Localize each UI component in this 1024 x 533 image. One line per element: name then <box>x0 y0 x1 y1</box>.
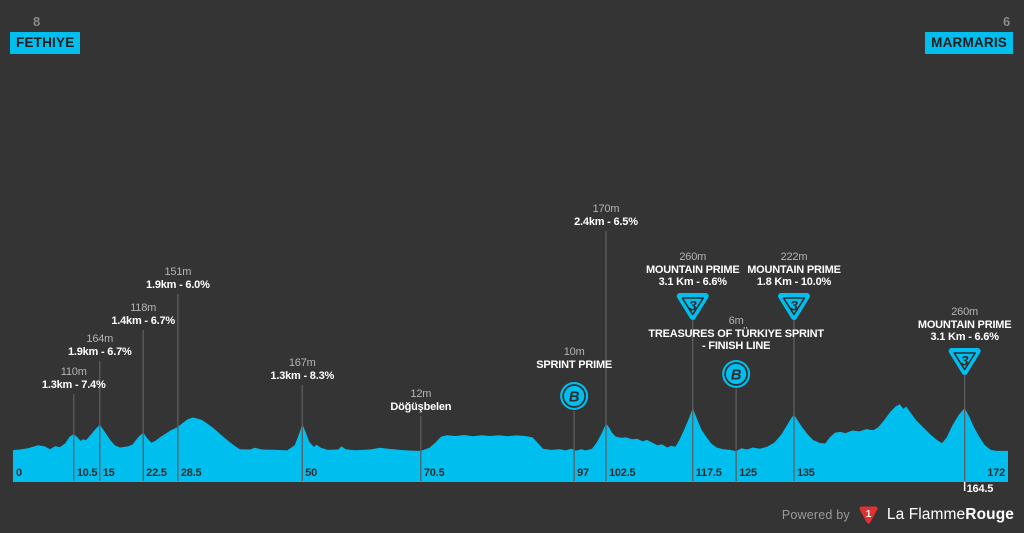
axis-tick-22.5: 22.5 <box>146 467 167 479</box>
axis-tick-50: 50 <box>305 467 318 479</box>
annotation-row: - FINISH LINE <box>701 340 771 352</box>
sprint-icon: B <box>560 382 589 410</box>
powered-by-label: Powered by <box>781 508 850 522</box>
annotation-row: MOUNTAIN PRIME <box>917 318 1012 331</box>
village-dogusbelen-label: 12m Döğüşbelen <box>390 388 451 413</box>
mountain-prime-2-label: 222m MOUNTAIN PRIME 1.8 Km - 10.0% <box>747 251 841 289</box>
annotation-row: 10m <box>563 346 585 358</box>
climb-118m-label: 118m 1.4km - 6.7% <box>111 302 175 327</box>
annotation-row: MOUNTAIN PRIME <box>645 263 740 276</box>
annotation-row: 164m <box>86 333 114 345</box>
axis-tick-125: 125 <box>739 467 757 479</box>
annotation-row: Döğüşbelen <box>390 400 452 413</box>
mountain-category-icon: 3 <box>948 348 981 375</box>
annotation-row: 151m <box>164 266 192 278</box>
climb-164m-label: 164m 1.9km - 6.7% <box>68 333 132 358</box>
annotation-row: 1.9km - 6.7% <box>67 345 132 358</box>
annotation-row: 260m <box>951 306 978 318</box>
annotation-row: 3.1 Km - 6.6% <box>658 276 728 288</box>
annotation-row: 2.4km - 6.5% <box>574 215 638 228</box>
axis-tick-117.5: 117.5 <box>695 467 722 479</box>
annotation-row: 1.9km - 6.0% <box>146 278 210 291</box>
svg-text:3: 3 <box>689 298 697 314</box>
svg-text:3: 3 <box>961 353 969 369</box>
annotation-row: 12m <box>410 388 432 400</box>
axis-tick-finish-164.5: 164.5 <box>966 483 994 495</box>
axis-tick-102.5: 102.5 <box>608 467 636 479</box>
annotation-row: 222m <box>780 251 808 263</box>
treasures-finish-sprint-label: 6m TREASURES OF TÜRKIYE SPRINT - FINISH LI… <box>648 315 824 353</box>
climb-151m-label: 151m 1.9km - 6.0% <box>146 266 210 291</box>
stage-number-right: 6 <box>1002 14 1010 29</box>
finish-city-label: MARMARIS <box>925 32 1013 54</box>
svg-text:3: 3 <box>790 298 798 314</box>
annotation-row: 6m <box>728 315 744 327</box>
climb-170m-label: 170m 2.4km - 6.5% <box>574 203 638 228</box>
mountain-category-icon: 3 <box>777 293 810 320</box>
sprint-prime-label: 10m SPRINT PRIME <box>536 346 612 371</box>
axis-tick-28.5: 28.5 <box>180 467 202 479</box>
footer-credit[interactable]: Powered by 1 La FlammeRouge <box>782 504 1014 526</box>
annotation-row: 260m <box>679 251 707 263</box>
annotation-row: 118m <box>130 302 157 314</box>
la-flamme-rouge-logo-icon: 1 <box>859 506 878 524</box>
axis-tick-15: 15 <box>102 467 115 479</box>
brand-name[interactable]: La FlammeRouge <box>886 506 1014 523</box>
axis-tick-10.5: 10.5 <box>76 467 98 479</box>
climb-167m-label: 167m 1.3km - 8.3% <box>270 357 334 382</box>
axis-tick-97: 97 <box>577 467 589 479</box>
mountain-prime-1-label: 260m MOUNTAIN PRIME 3.1 Km - 6.6% <box>646 251 740 289</box>
axis-tick-135: 135 <box>796 467 815 479</box>
annotation-row: MOUNTAIN PRIME <box>747 263 841 276</box>
annotation-row: 1.4km - 6.7% <box>111 314 175 327</box>
svg-text:B: B <box>569 389 580 406</box>
mountain-category-icon: 3 <box>676 293 709 320</box>
climb-110m-label: 110m 1.3km - 7.4% <box>42 366 106 391</box>
annotation-row: 3.1 Km - 6.6% <box>930 331 999 343</box>
axis-tick-0: 0 <box>16 467 22 479</box>
sprint-icon: B <box>722 360 751 388</box>
axis-tick-172: 172 <box>987 467 1006 479</box>
annotation-row: 167m <box>288 357 316 369</box>
axis-tick-70.5: 70.5 <box>423 467 445 479</box>
annotation-row: 1.8 Km - 10.0% <box>756 276 832 288</box>
svg-text:B: B <box>731 367 742 384</box>
start-city-label: FETHIYE <box>10 32 81 54</box>
annotation-row: 1.3km - 8.3% <box>270 369 335 382</box>
annotation-row: TREASURES OF TÜRKIYE SPRINT <box>648 327 824 340</box>
annotation-row: 1.3km - 7.4% <box>41 378 106 391</box>
annotation-row: SPRINT PRIME <box>536 358 613 371</box>
elevation-area <box>13 404 1009 482</box>
logo-number: 1 <box>866 509 872 520</box>
mountain-prime-3-label: 260m MOUNTAIN PRIME 3.1 Km - 6.6% <box>918 306 1012 344</box>
annotation-row: 170m <box>592 203 620 215</box>
annotation-row: 110m <box>60 366 87 378</box>
stage-number-left: 8 <box>33 14 41 29</box>
